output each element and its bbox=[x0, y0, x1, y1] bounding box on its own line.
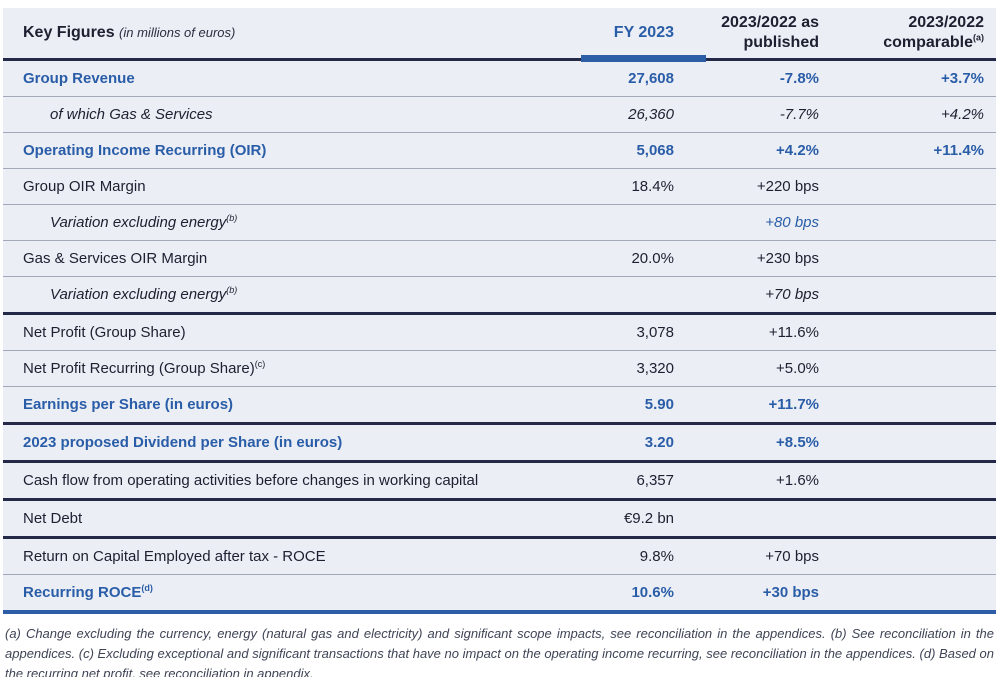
unit-note: (in millions of euros) bbox=[119, 25, 236, 40]
key-figures-table-wrapper: Key Figures (in millions of euros) FY 20… bbox=[3, 8, 996, 614]
fy-value: 5.90 bbox=[561, 386, 686, 424]
row-label: Earnings per Share (in euros) bbox=[3, 386, 561, 424]
comparable-value bbox=[831, 461, 996, 500]
table-row-oir: Operating Income Recurring (OIR) 5,068 +… bbox=[3, 132, 996, 169]
fy-value: 3.20 bbox=[561, 423, 686, 462]
published-value: -7.8% bbox=[686, 59, 831, 97]
table-row-cash-flow: Cash flow from operating activities befo… bbox=[3, 461, 996, 500]
comparable-value bbox=[831, 537, 996, 575]
table-row-group-oir-margin: Group OIR Margin 18.4% +220 bps bbox=[3, 168, 996, 205]
table-row-net-profit: Net Profit (Group Share) 3,078 +11.6% bbox=[3, 313, 996, 351]
published-value: +11.6% bbox=[686, 313, 831, 351]
published-value: +11.7% bbox=[686, 386, 831, 424]
fy-value: €9.2 bn bbox=[561, 499, 686, 538]
table-body: Group Revenue 27,608 -7.8% +3.7% of whic… bbox=[3, 59, 996, 614]
table-row-gas-services-revenue: of which Gas & Services 26,360 -7.7% +4.… bbox=[3, 96, 996, 133]
published-value: +70 bps bbox=[686, 276, 831, 314]
row-label: Gas & Services OIR Margin bbox=[3, 240, 561, 277]
row-label: Group OIR Margin bbox=[3, 168, 561, 205]
fy-value: 10.6% bbox=[561, 574, 686, 614]
comparable-value bbox=[831, 423, 996, 462]
fy-2023-column-highlight bbox=[581, 55, 706, 62]
table-row-dividend-per-share: 2023 proposed Dividend per Share (in eur… bbox=[3, 423, 996, 462]
row-label: Operating Income Recurring (OIR) bbox=[3, 132, 561, 169]
row-label: 2023 proposed Dividend per Share (in eur… bbox=[3, 423, 561, 462]
row-label: Variation excluding energy(b) bbox=[3, 276, 561, 314]
comparable-value bbox=[831, 350, 996, 387]
published-value bbox=[686, 499, 831, 538]
published-value: +70 bps bbox=[686, 537, 831, 575]
table-row-net-debt: Net Debt €9.2 bn bbox=[3, 499, 996, 538]
fy-value: 26,360 bbox=[561, 96, 686, 133]
comparable-value: +11.4% bbox=[831, 132, 996, 169]
fy-value: 3,320 bbox=[561, 350, 686, 387]
comparable-value bbox=[831, 386, 996, 424]
row-label: Group Revenue bbox=[3, 59, 561, 97]
table-row-recurring-roce: Recurring ROCE(d) 10.6% +30 bps bbox=[3, 574, 996, 614]
table-row-roce: Return on Capital Employed after tax - R… bbox=[3, 537, 996, 575]
published-value: +5.0% bbox=[686, 350, 831, 387]
table-row-gas-services-oir-margin: Gas & Services OIR Margin 20.0% +230 bps bbox=[3, 240, 996, 277]
footnote-marker-a: (a) bbox=[973, 32, 984, 43]
fy-value bbox=[561, 204, 686, 241]
published-value: +230 bps bbox=[686, 240, 831, 277]
key-figures-table: Key Figures (in millions of euros) FY 20… bbox=[3, 8, 996, 614]
footnote-marker-d: (d) bbox=[141, 583, 153, 593]
published-value: +220 bps bbox=[686, 168, 831, 205]
fy-value: 6,357 bbox=[561, 461, 686, 500]
table-title: Key Figures bbox=[23, 24, 115, 41]
row-label: Net Debt bbox=[3, 499, 561, 538]
row-label: Recurring ROCE(d) bbox=[3, 574, 561, 614]
header-comparable: 2023/2022 comparable(a) bbox=[831, 8, 996, 61]
key-figures-page: Key Figures (in millions of euros) FY 20… bbox=[0, 8, 1000, 677]
published-value: +80 bps bbox=[686, 204, 831, 241]
row-label: Variation excluding energy(b) bbox=[3, 204, 561, 241]
footnote-marker-b: (b) bbox=[226, 213, 238, 223]
comparable-value bbox=[831, 499, 996, 538]
published-value: -7.7% bbox=[686, 96, 831, 133]
fy-value: 20.0% bbox=[561, 240, 686, 277]
comparable-value bbox=[831, 276, 996, 314]
fy-value bbox=[561, 276, 686, 314]
table-row-earnings-per-share: Earnings per Share (in euros) 5.90 +11.7… bbox=[3, 386, 996, 424]
comparable-value: +4.2% bbox=[831, 96, 996, 133]
row-label: Net Profit Recurring (Group Share)(c) bbox=[3, 350, 561, 387]
comparable-value bbox=[831, 240, 996, 277]
table-row-group-revenue: Group Revenue 27,608 -7.8% +3.7% bbox=[3, 59, 996, 97]
comparable-value bbox=[831, 574, 996, 614]
header-row: Key Figures (in millions of euros) FY 20… bbox=[3, 8, 996, 61]
fy-value: 9.8% bbox=[561, 537, 686, 575]
footnote-marker-b: (b) bbox=[226, 285, 238, 295]
row-label: Net Profit (Group Share) bbox=[3, 313, 561, 351]
header-key-figures: Key Figures (in millions of euros) bbox=[3, 8, 561, 61]
table-row-net-profit-recurring: Net Profit Recurring (Group Share)(c) 3,… bbox=[3, 350, 996, 387]
comparable-value bbox=[831, 168, 996, 205]
table-row-variation-excl-energy-2: Variation excluding energy(b) +70 bps bbox=[3, 276, 996, 314]
header-fy-2023: FY 2023 bbox=[561, 8, 686, 61]
header-published: 2023/2022 as published bbox=[686, 8, 831, 61]
row-label: Cash flow from operating activities befo… bbox=[3, 461, 561, 500]
table-header: Key Figures (in millions of euros) FY 20… bbox=[3, 8, 996, 61]
fy-value: 5,068 bbox=[561, 132, 686, 169]
footnotes-text: (a) Change excluding the currency, energ… bbox=[5, 626, 994, 677]
row-label: Return on Capital Employed after tax - R… bbox=[3, 537, 561, 575]
fy-value: 3,078 bbox=[561, 313, 686, 351]
comparable-value bbox=[831, 204, 996, 241]
footnote-marker-c: (c) bbox=[254, 359, 266, 369]
published-value: +1.6% bbox=[686, 461, 831, 500]
table-row-variation-excl-energy-1: Variation excluding energy(b) +80 bps bbox=[3, 204, 996, 241]
published-value: +30 bps bbox=[686, 574, 831, 614]
published-value: +8.5% bbox=[686, 423, 831, 462]
comparable-value bbox=[831, 313, 996, 351]
fy-value: 27,608 bbox=[561, 59, 686, 97]
fy-value: 18.4% bbox=[561, 168, 686, 205]
comparable-value: +3.7% bbox=[831, 59, 996, 97]
published-value: +4.2% bbox=[686, 132, 831, 169]
row-label: of which Gas & Services bbox=[3, 96, 561, 133]
